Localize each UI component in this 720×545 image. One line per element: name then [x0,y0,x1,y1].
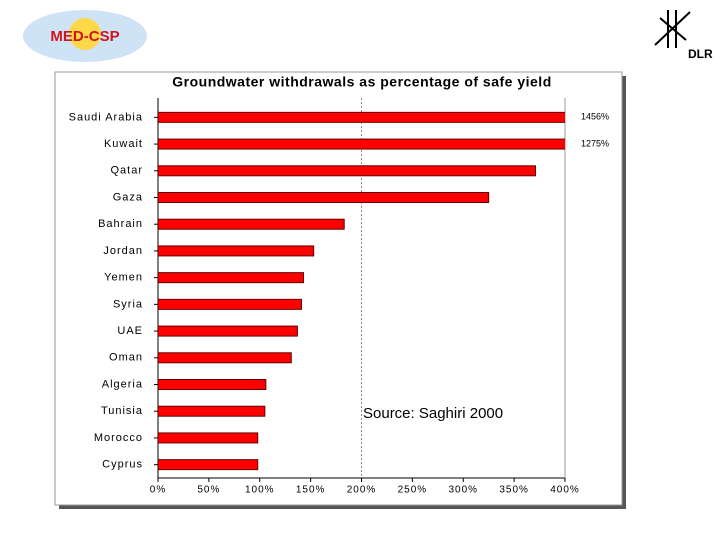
y-tick-label: Yemen [104,272,143,284]
value-label: 1456% [581,112,609,122]
y-tick-label: Cyprus [102,459,143,471]
logo-icon [654,10,691,48]
annotation: Source: Saghiri 2000 [363,405,503,422]
y-tick-label: Morocco [94,432,143,444]
y-tick-label: Jordan [103,245,143,257]
bar [158,459,259,471]
bar [158,379,267,390]
y-tick-label: Qatar [110,165,143,177]
x-tick-label: 0% [150,485,166,496]
y-tick-label: Kuwait [104,138,143,150]
y-tick-label: UAE [117,325,143,337]
y-tick-label: Bahrain [98,218,143,230]
x-tick-label: 200% [347,485,377,496]
chart-title: Groundwater withdrawals as percentage of… [172,74,552,90]
bar [158,432,259,444]
y-tick-label: Oman [109,352,143,364]
bar [158,218,345,230]
logo-text: MED-CSP [50,28,119,45]
y-tick-label: Algeria [102,378,143,390]
y-tick-label: Tunisia [101,405,143,417]
value-label: 1275% [581,138,609,148]
bar [158,325,298,337]
bar [158,245,315,257]
logo-right: DLR [654,10,713,61]
bar [158,405,266,417]
x-tick-label: 350% [499,485,529,496]
y-tick-label: Syria [113,298,143,310]
bar [158,298,302,310]
logo-text: DLR [688,47,713,61]
bar [158,165,536,177]
x-tick-label: 100% [245,485,275,496]
x-tick-label: 50% [197,485,220,496]
bar [158,111,565,123]
x-tick-label: 150% [296,485,326,496]
y-tick-label: Gaza [113,191,143,203]
x-tick-label: 300% [448,485,478,496]
logo-left: MED-CSP [23,10,147,62]
logo-sun [69,18,101,50]
x-tick-label: 250% [398,485,428,496]
bar [158,352,292,364]
x-tick-label: 400% [550,485,580,496]
y-tick-label: Saudi Arabia [69,111,143,123]
bar [158,272,305,284]
bar [158,192,490,203]
bar [158,138,565,150]
